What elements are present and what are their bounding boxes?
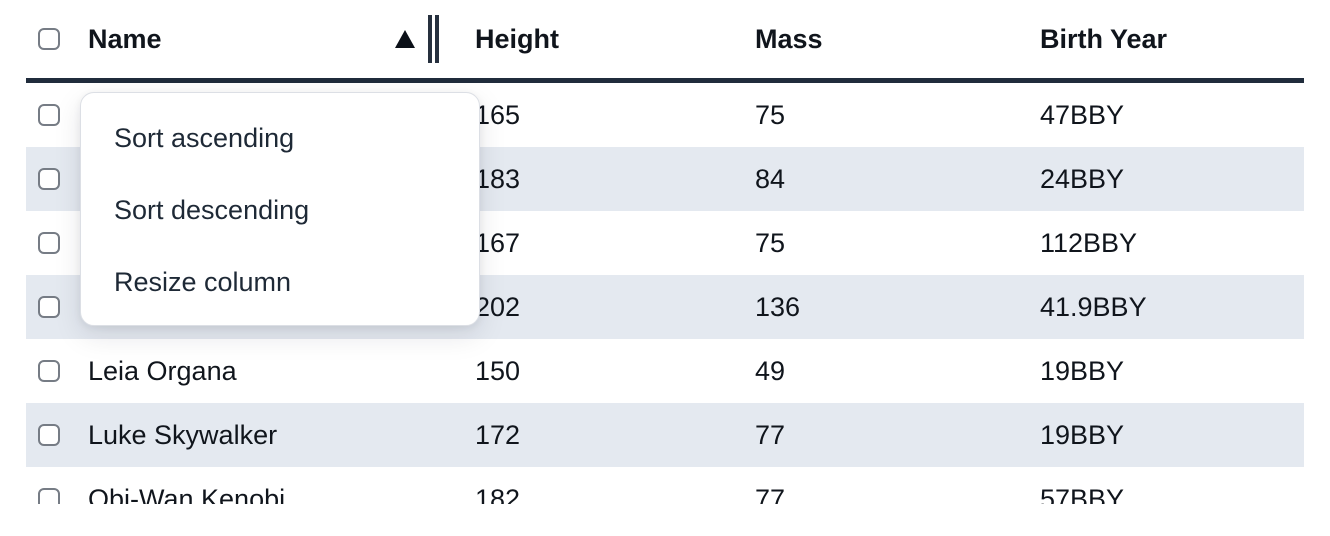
column-header-mass[interactable]: Mass: [755, 23, 823, 54]
row-checkbox[interactable]: [38, 296, 60, 318]
row-checkbox-cell: [26, 360, 88, 382]
column-resize-handle[interactable]: [428, 15, 439, 63]
cell-name: Obi-Wan Kenobi: [88, 483, 286, 505]
row-checkbox[interactable]: [38, 488, 60, 504]
table-viewport: Name Height Mass Birth Year 165 75 47BBY…: [26, 0, 1304, 504]
cell-height: 202: [475, 291, 521, 322]
cell-mass: 75: [755, 227, 786, 258]
row-checkbox-cell: [26, 232, 88, 254]
row-checkbox-cell: [26, 168, 88, 190]
cell-birth-year: 41.9BBY: [1040, 291, 1147, 322]
select-all-checkbox[interactable]: [38, 28, 60, 50]
header-checkbox-cell: [26, 28, 88, 50]
column-context-menu: Sort ascending Sort descending Resize co…: [80, 92, 480, 326]
cell-birth-year: 19BBY: [1040, 419, 1125, 450]
resize-bar-icon: [435, 15, 439, 63]
cell-mass: 84: [755, 163, 786, 194]
column-header-birth-year[interactable]: Birth Year: [1040, 23, 1168, 54]
menu-item-resize-column[interactable]: Resize column: [114, 266, 292, 297]
cell-height: 183: [475, 163, 521, 194]
cell-mass: 49: [755, 355, 786, 386]
row-checkbox[interactable]: [38, 168, 60, 190]
row-checkbox-cell: [26, 296, 88, 318]
cell-name: Leia Organa: [88, 355, 237, 386]
table-header-row: Name Height Mass Birth Year: [26, 0, 1304, 83]
row-checkbox-cell: [26, 104, 88, 126]
column-header-height[interactable]: Height: [475, 23, 559, 54]
cell-mass: 75: [755, 99, 786, 130]
cell-birth-year: 47BBY: [1040, 99, 1125, 130]
column-header-name-label: Name: [88, 23, 162, 54]
menu-item-sort-ascending[interactable]: Sort ascending: [114, 122, 295, 153]
cell-height: 167: [475, 227, 521, 258]
cell-height: 172: [475, 419, 521, 450]
cell-height: 150: [475, 355, 521, 386]
row-checkbox[interactable]: [38, 360, 60, 382]
cell-birth-year: 24BBY: [1040, 163, 1125, 194]
row-checkbox[interactable]: [38, 104, 60, 126]
row-checkbox[interactable]: [38, 424, 60, 446]
table-row: Luke Skywalker 172 77 19BBY: [26, 403, 1304, 467]
row-checkbox-cell: [26, 488, 88, 504]
column-header-name[interactable]: Name: [88, 15, 475, 63]
menu-item-sort-descending[interactable]: Sort descending: [114, 194, 310, 225]
table-row: Obi-Wan Kenobi 182 77 57BBY: [26, 467, 1304, 504]
cell-birth-year: 57BBY: [1040, 483, 1125, 505]
cell-mass: 77: [755, 419, 786, 450]
cell-name: Luke Skywalker: [88, 419, 278, 450]
row-checkbox[interactable]: [38, 232, 60, 254]
cell-mass: 136: [755, 291, 801, 322]
sort-ascending-icon: [395, 30, 415, 48]
cell-height: 165: [475, 99, 521, 130]
row-checkbox-cell: [26, 424, 88, 446]
cell-birth-year: 19BBY: [1040, 355, 1125, 386]
table-row: Leia Organa 150 49 19BBY: [26, 339, 1304, 403]
resize-bar-icon: [428, 15, 432, 63]
cell-birth-year: 112BBY: [1040, 227, 1138, 258]
cell-mass: 77: [755, 483, 786, 505]
cell-height: 182: [475, 483, 521, 505]
